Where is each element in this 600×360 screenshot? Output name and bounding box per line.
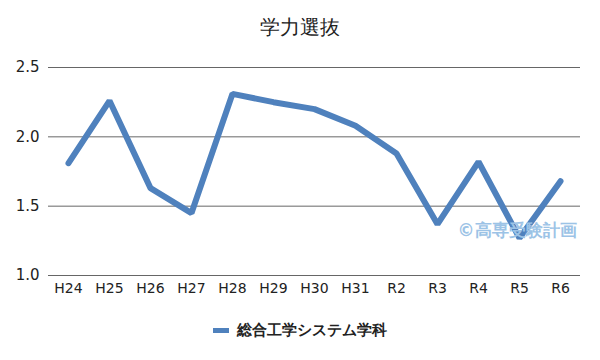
svg-text:©高専受験計画: ©高専受験計画: [458, 220, 577, 240]
svg-text:H29: H29: [259, 280, 287, 296]
svg-text:R6: R6: [551, 280, 570, 296]
svg-text:H25: H25: [95, 280, 123, 296]
svg-text:R5: R5: [510, 280, 529, 296]
svg-text:H28: H28: [218, 280, 246, 296]
svg-text:R2: R2: [387, 280, 406, 296]
svg-text:R3: R3: [428, 280, 447, 296]
html-text:総合工学システム学科: 総合工学システム学科: [237, 320, 387, 339]
html-text:学力選抜: 学力選抜: [260, 15, 340, 39]
svg-text:H27: H27: [177, 280, 205, 296]
svg-text:R4: R4: [469, 280, 488, 296]
svg-text:1.0: 1.0: [16, 266, 40, 284]
svg-text:H30: H30: [300, 280, 328, 296]
svg-text:H31: H31: [341, 280, 369, 296]
svg-text:2.0: 2.0: [16, 128, 40, 146]
svg-text:H24: H24: [54, 280, 82, 296]
svg-text:1.5: 1.5: [16, 197, 40, 215]
svg-text:2.5: 2.5: [16, 58, 40, 76]
svg-text:H26: H26: [136, 280, 164, 296]
